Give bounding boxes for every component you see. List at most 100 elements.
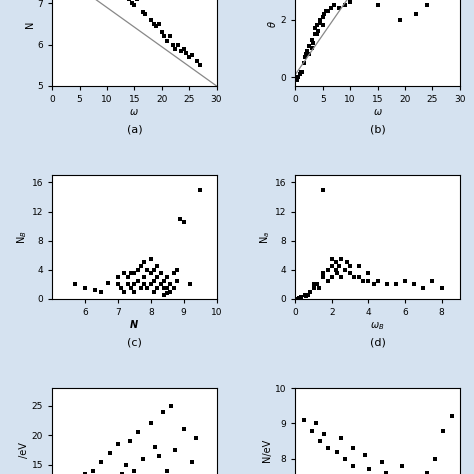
Text: (d): (d) bbox=[370, 338, 385, 348]
Point bbox=[346, 262, 354, 270]
Point bbox=[124, 273, 132, 281]
Point bbox=[365, 277, 372, 284]
Point bbox=[81, 470, 89, 474]
Point bbox=[122, 461, 130, 468]
Point bbox=[192, 434, 200, 442]
Point bbox=[325, 445, 332, 452]
Point bbox=[311, 25, 319, 32]
Point bbox=[147, 270, 155, 277]
Point bbox=[147, 16, 155, 24]
Point bbox=[104, 279, 112, 287]
Point bbox=[133, 0, 141, 3]
Point bbox=[142, 10, 149, 18]
Point bbox=[298, 68, 306, 75]
Point bbox=[128, 0, 136, 7]
X-axis label: ω: ω bbox=[374, 107, 382, 117]
Point bbox=[177, 47, 185, 55]
Point bbox=[160, 292, 168, 299]
Point bbox=[337, 273, 345, 281]
Point bbox=[154, 273, 161, 281]
Point bbox=[81, 284, 89, 292]
Text: (a): (a) bbox=[127, 125, 142, 135]
Point bbox=[167, 288, 174, 295]
Point bbox=[312, 419, 320, 427]
Point bbox=[160, 284, 168, 292]
Point bbox=[302, 50, 310, 58]
Point bbox=[157, 281, 164, 288]
Point bbox=[164, 36, 171, 44]
Point bbox=[151, 443, 159, 451]
Point bbox=[173, 266, 181, 273]
Point bbox=[308, 427, 316, 434]
Point bbox=[150, 288, 158, 295]
Point bbox=[346, 270, 354, 277]
Point bbox=[332, 259, 339, 266]
Point bbox=[319, 13, 327, 20]
Point bbox=[90, 467, 97, 474]
Point bbox=[419, 284, 427, 292]
X-axis label: N: N bbox=[130, 320, 138, 330]
Y-axis label: N/eV: N/eV bbox=[262, 438, 272, 462]
Point bbox=[134, 266, 141, 273]
Point bbox=[319, 273, 327, 281]
Point bbox=[170, 270, 178, 277]
Point bbox=[147, 419, 155, 427]
Point bbox=[341, 266, 348, 273]
Point bbox=[365, 270, 372, 277]
Point bbox=[167, 281, 174, 288]
Point bbox=[325, 277, 332, 284]
Point bbox=[302, 292, 310, 300]
Point bbox=[130, 467, 138, 474]
Point bbox=[188, 51, 196, 59]
Point bbox=[346, 0, 354, 6]
Point bbox=[310, 281, 318, 288]
Point bbox=[382, 469, 390, 474]
Point bbox=[174, 41, 182, 48]
Point bbox=[423, 1, 431, 9]
Point bbox=[301, 54, 309, 61]
Point bbox=[176, 215, 184, 223]
Point bbox=[315, 284, 323, 292]
Point bbox=[127, 438, 134, 445]
Point bbox=[330, 1, 337, 9]
Point bbox=[359, 277, 367, 284]
Point bbox=[310, 284, 318, 292]
Text: (c): (c) bbox=[127, 338, 142, 348]
Point bbox=[316, 19, 324, 27]
Point bbox=[431, 455, 439, 463]
Point bbox=[154, 262, 161, 270]
Point bbox=[173, 277, 181, 284]
Y-axis label: θ: θ bbox=[268, 21, 278, 27]
Point bbox=[319, 186, 327, 193]
Point bbox=[172, 45, 179, 53]
Point bbox=[127, 284, 135, 292]
Point bbox=[166, 33, 174, 40]
Y-axis label: N$_a$: N$_a$ bbox=[258, 230, 272, 244]
Point bbox=[304, 47, 311, 55]
Point bbox=[328, 262, 336, 270]
Point bbox=[196, 186, 204, 193]
Point bbox=[130, 281, 138, 288]
Point bbox=[365, 465, 373, 473]
Point bbox=[114, 281, 122, 288]
Point bbox=[155, 20, 163, 28]
Point bbox=[106, 449, 113, 457]
Point bbox=[170, 284, 178, 292]
Point bbox=[155, 452, 163, 460]
Point bbox=[325, 266, 332, 273]
Point bbox=[294, 73, 302, 81]
Point bbox=[313, 22, 321, 29]
Point bbox=[392, 281, 400, 288]
Point bbox=[158, 28, 165, 36]
Point bbox=[150, 20, 157, 28]
Point bbox=[438, 284, 445, 292]
Point bbox=[196, 62, 204, 69]
Point bbox=[336, 262, 343, 270]
Point bbox=[164, 467, 171, 474]
Point bbox=[448, 412, 456, 420]
Y-axis label: N: N bbox=[25, 20, 35, 27]
Point bbox=[349, 462, 357, 470]
Point bbox=[399, 462, 406, 470]
Y-axis label: N$_B$: N$_B$ bbox=[15, 230, 29, 244]
Point bbox=[118, 284, 125, 292]
